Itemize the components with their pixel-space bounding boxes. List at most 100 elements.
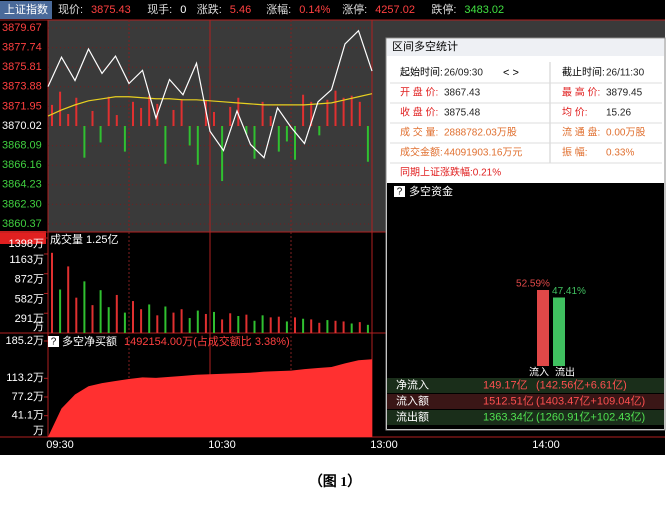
stat-value: 0.00万股 [606,127,645,139]
strength-bar [277,126,280,152]
y-tick-label: 3873.88 [2,81,42,93]
y-tick-label: 77.2万 [12,391,44,403]
y-tick-label: 41.1万 [12,410,44,422]
strength-bar [285,126,288,142]
y-tick-label: 1398万 [9,238,44,250]
stat-value: 44091903.16万元 [444,148,522,159]
icon [48,336,59,347]
y-tick-label: 3871.95 [2,100,42,112]
y-tick-label: 3870.02 [2,120,42,132]
strength-bar [148,95,151,126]
strength-bar [302,94,305,126]
field-value: 0.14% [299,4,330,16]
y-tick-label: 3868.09 [2,140,42,152]
flow-label: 流出额 [396,409,429,423]
volume-bar [172,312,175,333]
flow-label: 流入额 [396,393,429,407]
index-name: 上证指数 [4,2,48,16]
field-label: 跌停: [431,2,456,16]
strength-bar [350,95,353,126]
y-tick-label: 3860.37 [2,218,42,230]
flow-value-label: 52.59% [516,279,550,290]
y-tick-label: 万 [33,321,44,333]
flow-category: 流出 [555,366,575,379]
flow-amount: 149.17亿 [483,378,528,391]
stat-label: 最 高 价: [562,86,600,99]
strength-bar [229,106,232,126]
strength-bar [51,104,53,126]
volume-bar [229,313,232,333]
net-title: 多空净买额 [62,334,117,348]
row-bg [387,378,664,393]
volume-bar [99,290,102,333]
caption: （图 1） [309,474,362,490]
strength-bar [310,101,313,126]
field-label: 现手: [147,2,172,16]
row-bg [387,410,664,425]
flow-detail: (1403.47亿+109.04亿) [536,394,645,407]
flow-detail: (1260.91亿+102.43亿) [536,410,645,423]
x-tick-label: 13:00 [370,439,398,451]
y-tick-label: 3866.16 [2,159,42,171]
y-tick-label: 113.2万 [6,372,44,384]
volume-bar [123,312,126,333]
y-tick-label: 582万 [15,293,44,305]
volume-bar [366,324,369,333]
flow-amount: 1512.51亿 [483,394,534,407]
strength-bar [253,126,256,159]
y-tick-label: 291万 [15,313,44,325]
strength-bar [269,116,272,126]
volume-bar [75,297,78,333]
strength-bar [342,97,345,126]
stat-label: 流 通 盘: [562,126,600,139]
stat-value: 0.33% [606,148,634,159]
net-note: 1492154.00万(占成交额比 3.38%) [124,334,290,348]
field-value: 5.46 [230,4,251,16]
volume-bar [302,318,305,333]
volume-bar [253,320,256,333]
field-label: 涨停: [342,2,367,16]
stat-label: 起始时间: [400,66,443,79]
volume-bar [91,305,94,333]
volume-bar [326,320,329,333]
stat-value: 26/09:30 [444,68,483,79]
flow-category: 流入 [529,366,549,379]
y-tick-label: 万 [33,425,44,437]
flow-label: 净流入 [396,377,429,391]
volume-bar [310,319,313,333]
strength-bar [237,97,240,126]
x-tick-label: 09:30 [46,439,74,451]
volume-bar [358,322,361,333]
y-tick-label: 3864.23 [2,179,42,191]
x-tick-label: 14:00 [532,439,560,451]
y-tick-label: 3879.67 [2,22,42,34]
volume-bar [59,289,62,333]
stat-value: 26/11:30 [606,68,645,79]
icon-glyph: ? [51,337,57,348]
field-value: 4257.02 [375,4,415,16]
volume-bar [221,319,224,333]
nav-arrows[interactable]: < > [503,67,519,79]
volume-bar [245,314,248,333]
field-label: 现价: [58,3,83,16]
strength-bar [123,126,126,152]
y-tick-label: 1163万 [9,254,44,266]
strength-bar [140,107,143,126]
flow-bar [537,290,549,366]
stat-label: 振 幅: [562,146,588,159]
stat-value: 3879.45 [606,88,643,99]
volume-bar [51,252,53,333]
volume-bar [277,316,280,333]
strength-bar [67,114,70,126]
index-name-box [0,1,52,19]
average-line [47,93,373,117]
stat-value: 15.26 [606,108,631,119]
strength-bar [318,126,321,136]
volume-bar [83,281,86,333]
y-tick-label: 185.2万 [5,335,44,347]
stat-label: 开 盘 价: [400,86,438,99]
stat-value: 3875.48 [444,108,481,119]
volume-bar [140,309,143,333]
volume-bar [148,304,151,333]
flow-value-label: 47.41% [552,286,586,297]
